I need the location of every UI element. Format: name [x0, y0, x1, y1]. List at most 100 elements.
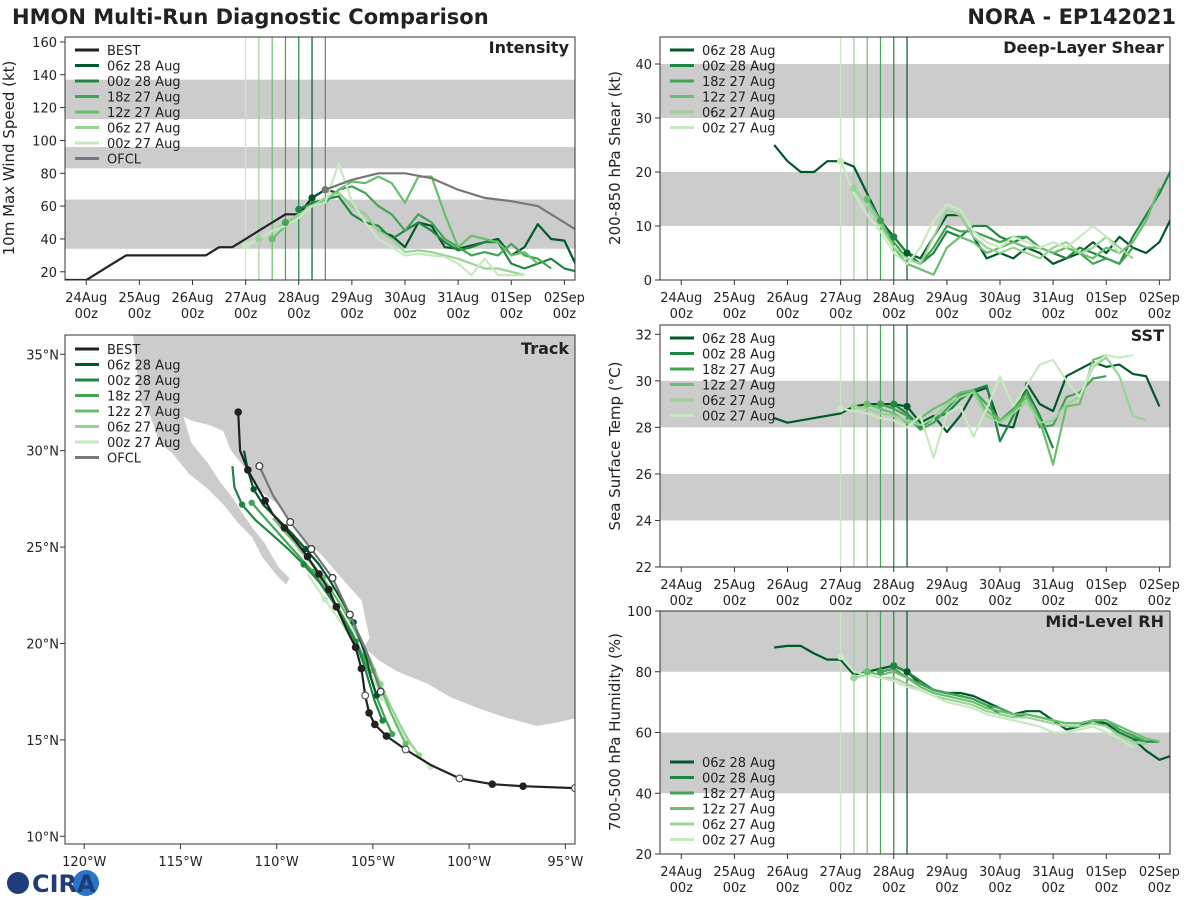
sst-xtick-label-7-line2: 00z — [1041, 594, 1065, 609]
rh-series-06z-27-aug — [853, 673, 1147, 746]
rh-title: Mid-Level RH — [1045, 612, 1164, 631]
shear-ytick-label-30: 30 — [635, 112, 652, 127]
track-best-fix-10 — [303, 552, 312, 561]
cira-logo-swirl-icon — [73, 870, 99, 896]
shear-legend-label-06z-28-aug: 06z 28 Aug — [702, 44, 776, 59]
intensity-xtick-label-8-line2: 00z — [500, 307, 524, 322]
intensity-ytick-label-140: 140 — [32, 69, 57, 84]
track-ytick-label-15: 15°N — [26, 734, 59, 749]
sst-xtick-label-3-line2: 00z — [829, 594, 853, 609]
intensity-ytick-label-20: 20 — [40, 266, 57, 281]
track-plot-area — [65, 335, 575, 844]
sst-ytick-label-26: 26 — [635, 468, 652, 483]
rh-xtick-label-8-line2: 00z — [1095, 881, 1119, 896]
intensity-plot-area — [65, 37, 575, 280]
rh-series-00z-27-aug — [839, 655, 1134, 749]
rh-xtick-label-3-line2: 00z — [829, 881, 853, 896]
shear-xtick-label-8: 01Sep 00z — [1086, 291, 1127, 322]
rh-xtick-label-5-line2: 00z — [935, 881, 959, 896]
sst-init-dot-06z-27-aug — [850, 402, 858, 411]
track-xtick-label-3: 105°W — [351, 855, 395, 870]
shear-xtick-label-0: 24Aug 00z — [660, 291, 702, 322]
rh-xtick-label-2-line2: 00z — [776, 881, 800, 896]
sst-xtick-label-3: 27Aug 00z — [820, 578, 862, 609]
shear-init-dot-12z-27-aug — [863, 195, 871, 203]
track-best-fix-8 — [324, 585, 333, 594]
track-legend-label-12z-27-aug: 12z 27 Aug — [107, 405, 181, 420]
shear-xtick-label-3-line2: 00z — [829, 307, 853, 322]
intensity-ytick-label-40: 40 — [40, 233, 57, 248]
track-ytick-label-20: 20°N — [26, 637, 59, 652]
track-best-fix-4 — [365, 709, 373, 717]
shear-xtick-label-6: 30Aug 00z — [979, 291, 1021, 322]
track-point-00z-28-aug-12 — [238, 501, 246, 508]
intensity-xtick-label-8: 01Sep 00z — [491, 291, 532, 322]
shear-ylabel: 200-850 hPa Shear (kt) — [606, 71, 624, 245]
sst-legend-label-12z-27-aug: 12z 27 Aug — [702, 379, 776, 394]
rh-band-1 — [660, 611, 1170, 672]
shear-legend-label-06z-27-aug: 06z 27 Aug — [702, 106, 776, 121]
sst-xtick-label-5-line2: 00z — [935, 594, 959, 609]
intensity-ytick-label-80: 80 — [40, 167, 57, 182]
rh-legend-label-06z-27-aug: 06z 27 Aug — [702, 818, 776, 833]
intensity-series-18z-27-aug — [284, 185, 552, 270]
track-xtick-label-5: 95°W — [547, 855, 583, 870]
intensity-series-00z-28-aug — [298, 195, 575, 273]
intensity-legend-label-18z-27-aug: 18z 27 Aug — [107, 91, 181, 106]
intensity-ytick-label-120: 120 — [32, 102, 57, 117]
track-legend-label-06z-28-aug: 06z 28 Aug — [107, 359, 181, 374]
sst-xtick-label-8-line2: 00z — [1095, 594, 1119, 609]
sst-series-06z-28-aug — [773, 361, 1161, 434]
sst-legend-label-06z-28-aug: 06z 28 Aug — [702, 332, 776, 347]
sst-title: SST — [1131, 326, 1164, 345]
track-best-fix-1 — [488, 780, 497, 789]
rh-xtick-label-9: 02Sep 00z — [1139, 865, 1180, 896]
sst-init-dot-06z-28-aug — [903, 402, 911, 411]
sst-ytick-label-24: 24 — [635, 514, 652, 529]
shear-xtick-label-2-line2: 00z — [776, 307, 800, 322]
intensity-ylabel: 10m Max Wind Speed (kt) — [0, 61, 18, 256]
intensity-legend-label-12z-27-aug: 12z 27 Aug — [107, 106, 181, 121]
rh-xtick-label-0: 24Aug 00z — [660, 865, 702, 896]
intensity-xtick-label-1-line2: 00z — [128, 307, 152, 322]
rh-legend-label-12z-27-aug: 12z 27 Aug — [702, 803, 776, 818]
track-ofcl-point-5 — [255, 462, 264, 471]
track-panel: 10°N 15°N 20°N 25°N 30°N 35°N 120°W 115°W 110°W 1… — [26, 334, 583, 870]
track-point-12z-27-aug-0 — [402, 740, 409, 747]
rh-ytick-label-20: 20 — [635, 848, 652, 863]
rh-init-dot-00z-27-aug — [837, 652, 845, 661]
intensity-xtick-label-4: 28Aug 00z — [278, 291, 320, 322]
intensity-ytick-label-160: 160 — [32, 36, 57, 51]
intensity-xtick-label-0: 24Aug 00z — [65, 291, 107, 322]
sst-ylabel: Sea Surface Temp (°C) — [606, 361, 624, 530]
shear-ytick-label-10: 10 — [635, 220, 652, 235]
shear-xtick-label-0-line2: 00z — [670, 307, 694, 322]
sst-xtick-label-6-line2: 00z — [988, 594, 1012, 609]
intensity-xtick-label-4-line2: 00z — [287, 307, 311, 322]
rh-xtick-label-5: 29Aug 00z — [926, 865, 968, 896]
track-ytick-label-30: 30°N — [26, 445, 59, 460]
track-point-18z-27-aug-0 — [388, 730, 396, 738]
shear-xtick-label-2: 26Aug 00z — [767, 291, 809, 322]
rh-xtick-label-6: 30Aug 00z — [979, 865, 1021, 896]
shear-xtick-label-5: 29Aug 00z — [926, 291, 968, 322]
intensity-init-dot-06z-27-aug — [255, 235, 263, 243]
cira-logo: CIRA — [7, 870, 99, 898]
shear-xtick-label-4-line2: 00z — [882, 307, 906, 322]
shear-frame — [659, 36, 1171, 281]
rh-init-dot-06z-27-aug — [850, 674, 858, 682]
shear-xtick-label-8-line2: 00z — [1095, 307, 1119, 322]
cira-logo-text: CIRA — [32, 870, 96, 898]
track-xtick-label-4: 100°W — [447, 855, 491, 870]
track-legend-label-18z-27-aug: 18z 27 Aug — [107, 390, 181, 405]
shear-xtick-label-7: 31Aug 00z — [1032, 291, 1074, 322]
sst-legend-label-00z-28-aug: 00z 28 Aug — [702, 348, 776, 363]
intensity-series-best — [65, 188, 326, 280]
track-ytick-label-25: 25°N — [26, 541, 59, 556]
track-point-00z-27-aug-8 — [321, 595, 329, 603]
track-ofcl-point-1 — [345, 610, 354, 619]
track-point-18z-27-aug-12 — [248, 499, 255, 506]
rh-init-dot-06z-28-aug — [903, 668, 911, 676]
intensity-ofcl-start-dot — [321, 186, 329, 194]
intensity-init-dot-12z-27-aug — [268, 235, 276, 243]
